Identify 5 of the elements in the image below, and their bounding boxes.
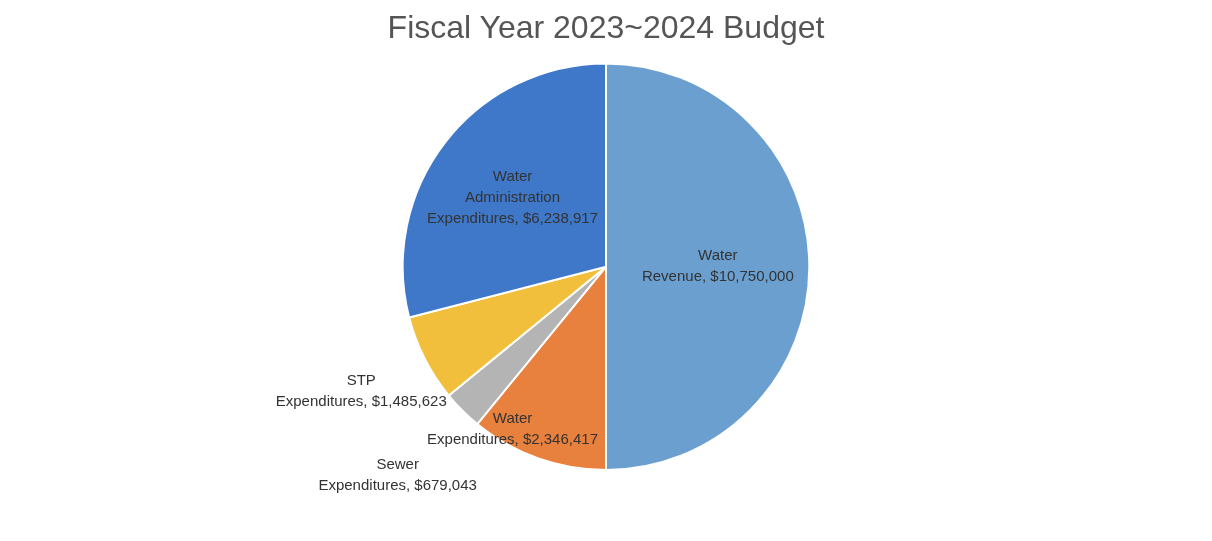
chart-title: Fiscal Year 2023~2024 Budget [387, 9, 825, 46]
slice-label: Sewer Expenditures, $679,043 [318, 454, 477, 493]
slice-label: Water Administration Expenditures, $6,238,917 [427, 167, 598, 227]
slice-label: STP Expenditures, $1,485,623 [275, 370, 447, 409]
slice-label: Water Revenue, $10,750,000 [641, 246, 794, 285]
